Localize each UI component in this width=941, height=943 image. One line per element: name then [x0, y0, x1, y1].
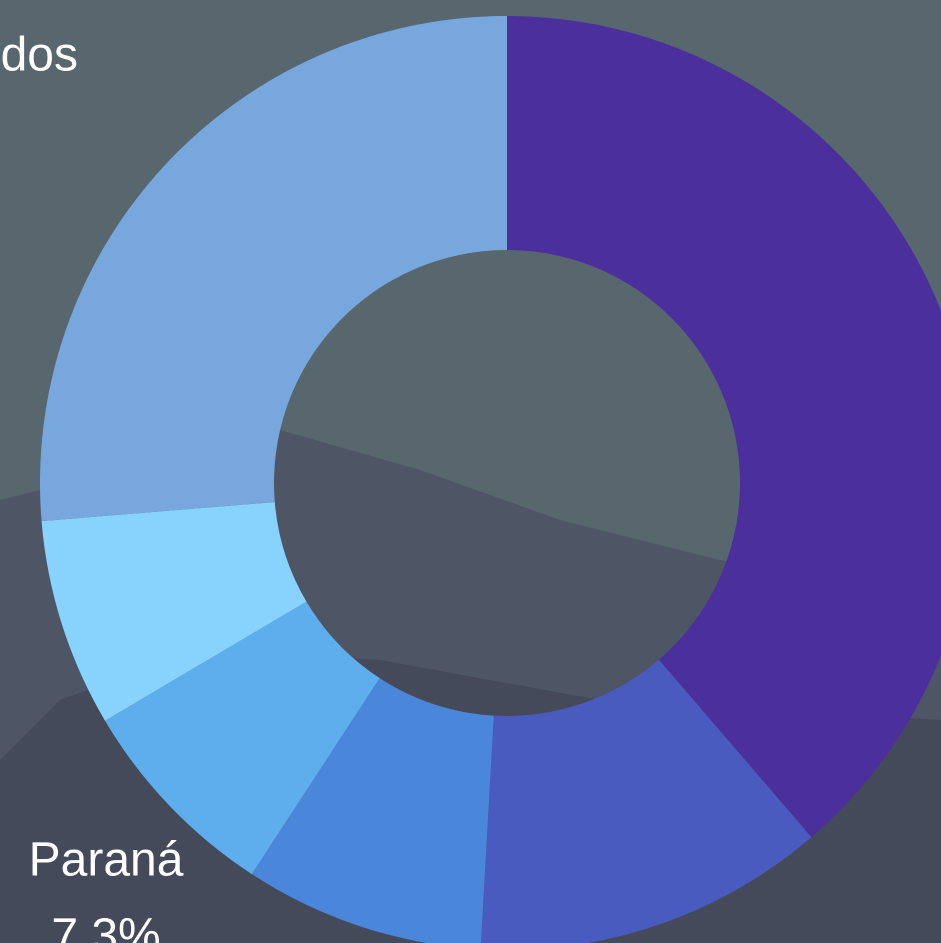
donut-segment — [480, 659, 812, 943]
annotation: dos — [1, 29, 78, 82]
donut-segment — [251, 678, 494, 943]
segment-value: 7.3% — [51, 909, 160, 943]
donut-segment — [507, 16, 941, 838]
donut-segment — [40, 16, 507, 522]
donut — [40, 16, 941, 943]
donut-segment — [105, 601, 380, 875]
donut-segment — [41, 502, 307, 721]
segment-label: Paraná — [29, 833, 184, 886]
